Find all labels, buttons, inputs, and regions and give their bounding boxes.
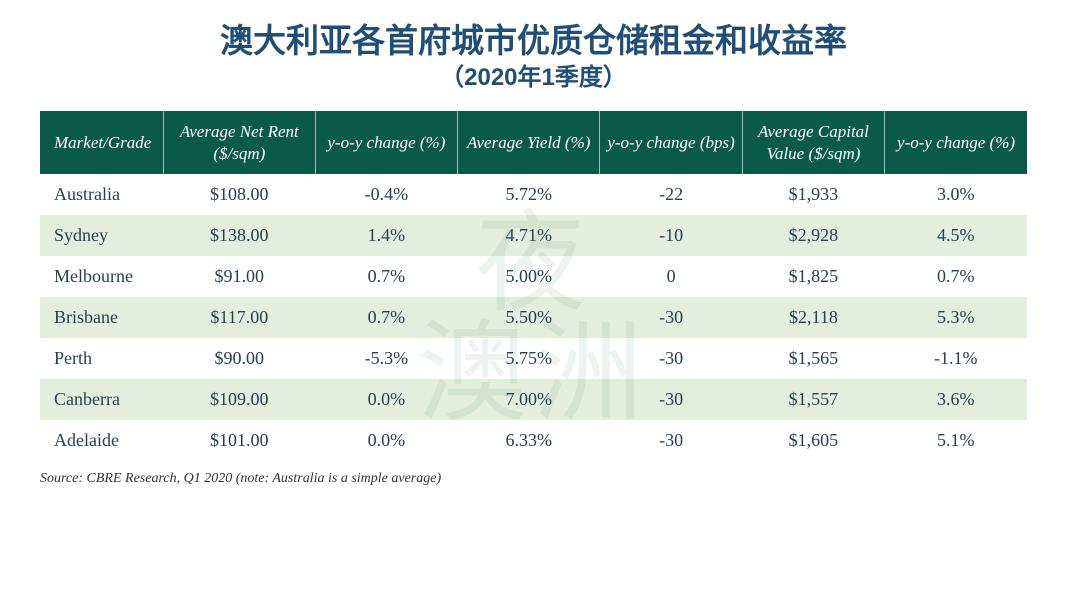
title-main: 澳大利亚各首府城市优质仓储租金和收益率 bbox=[40, 20, 1027, 61]
table-cell: $2,118 bbox=[742, 297, 884, 338]
table-cell: $1,557 bbox=[742, 379, 884, 420]
table-cell: Sydney bbox=[40, 215, 163, 256]
table-cell: 5.50% bbox=[458, 297, 600, 338]
table-cell: 5.3% bbox=[885, 297, 1027, 338]
table-cell: 5.00% bbox=[458, 256, 600, 297]
table-cell: 4.71% bbox=[458, 215, 600, 256]
table-cell: 0 bbox=[600, 256, 742, 297]
table-row: Melbourne$91.000.7%5.00%0$1,8250.7% bbox=[40, 256, 1027, 297]
table-cell: $91.00 bbox=[163, 256, 315, 297]
table-cell: Melbourne bbox=[40, 256, 163, 297]
table-cell: 3.0% bbox=[885, 174, 1027, 215]
table-cell: -22 bbox=[600, 174, 742, 215]
table-cell: 5.1% bbox=[885, 420, 1027, 461]
table-cell: 0.7% bbox=[315, 297, 457, 338]
table-body: Australia$108.00-0.4%5.72%-22$1,9333.0%S… bbox=[40, 174, 1027, 461]
table-cell: $109.00 bbox=[163, 379, 315, 420]
table-cell: -5.3% bbox=[315, 338, 457, 379]
table-row: Adelaide$101.000.0%6.33%-30$1,6055.1% bbox=[40, 420, 1027, 461]
table-cell: 0.0% bbox=[315, 379, 457, 420]
table-cell: $108.00 bbox=[163, 174, 315, 215]
source-note: Source: CBRE Research, Q1 2020 (note: Au… bbox=[40, 471, 1027, 487]
table-cell: Adelaide bbox=[40, 420, 163, 461]
table-row: Sydney$138.001.4%4.71%-10$2,9284.5% bbox=[40, 215, 1027, 256]
table-cell: 5.75% bbox=[458, 338, 600, 379]
table-cell: -1.1% bbox=[885, 338, 1027, 379]
table-cell: 7.00% bbox=[458, 379, 600, 420]
table-cell: $117.00 bbox=[163, 297, 315, 338]
table-header-row: Market/Grade Average Net Rent ($/sqm) y-… bbox=[40, 111, 1027, 174]
table-cell: -30 bbox=[600, 338, 742, 379]
table-cell: -30 bbox=[600, 379, 742, 420]
col-header: y-o-y change (bps) bbox=[600, 111, 742, 174]
col-header: y-o-y change (%) bbox=[315, 111, 457, 174]
table-cell: 3.6% bbox=[885, 379, 1027, 420]
table-cell: $90.00 bbox=[163, 338, 315, 379]
table-cell: Canberra bbox=[40, 379, 163, 420]
col-header: Average Capital Value ($/sqm) bbox=[742, 111, 884, 174]
table-cell: 0.0% bbox=[315, 420, 457, 461]
table-cell: $1,605 bbox=[742, 420, 884, 461]
table-row: Canberra$109.000.0%7.00%-30$1,5573.6% bbox=[40, 379, 1027, 420]
table-cell: $2,928 bbox=[742, 215, 884, 256]
table-cell: $138.00 bbox=[163, 215, 315, 256]
table-cell: -30 bbox=[600, 420, 742, 461]
table-cell: -10 bbox=[600, 215, 742, 256]
table-cell: 4.5% bbox=[885, 215, 1027, 256]
table-cell: Brisbane bbox=[40, 297, 163, 338]
table-row: Australia$108.00-0.4%5.72%-22$1,9333.0% bbox=[40, 174, 1027, 215]
title-sub: （2020年1季度） bbox=[40, 63, 1027, 93]
table-cell: -30 bbox=[600, 297, 742, 338]
table-cell: $1,825 bbox=[742, 256, 884, 297]
table-cell: $101.00 bbox=[163, 420, 315, 461]
table-cell: 6.33% bbox=[458, 420, 600, 461]
table-cell: 0.7% bbox=[885, 256, 1027, 297]
col-header: Average Net Rent ($/sqm) bbox=[163, 111, 315, 174]
table-cell: Australia bbox=[40, 174, 163, 215]
table-row: Perth$90.00-5.3%5.75%-30$1,565-1.1% bbox=[40, 338, 1027, 379]
table-cell: $1,933 bbox=[742, 174, 884, 215]
table-cell: Perth bbox=[40, 338, 163, 379]
page-title: 澳大利亚各首府城市优质仓储租金和收益率 （2020年1季度） bbox=[40, 20, 1027, 93]
table-cell: 1.4% bbox=[315, 215, 457, 256]
col-header: Average Yield (%) bbox=[458, 111, 600, 174]
table-cell: -0.4% bbox=[315, 174, 457, 215]
table-cell: $1,565 bbox=[742, 338, 884, 379]
col-header: y-o-y change (%) bbox=[885, 111, 1027, 174]
table-cell: 0.7% bbox=[315, 256, 457, 297]
col-header: Market/Grade bbox=[40, 111, 163, 174]
data-table: Market/Grade Average Net Rent ($/sqm) y-… bbox=[40, 111, 1027, 461]
table-cell: 5.72% bbox=[458, 174, 600, 215]
table-row: Brisbane$117.000.7%5.50%-30$2,1185.3% bbox=[40, 297, 1027, 338]
